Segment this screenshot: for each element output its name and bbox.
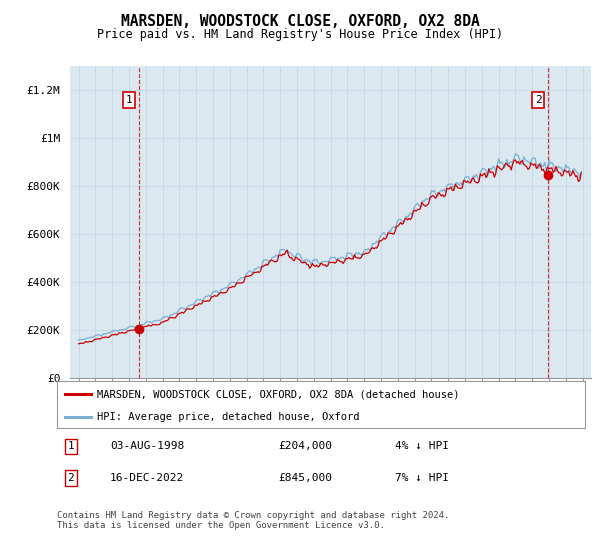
- Text: 7% ↓ HPI: 7% ↓ HPI: [395, 473, 449, 483]
- Text: Contains HM Land Registry data © Crown copyright and database right 2024.
This d: Contains HM Land Registry data © Crown c…: [57, 511, 449, 530]
- Text: 2: 2: [68, 473, 74, 483]
- Text: £845,000: £845,000: [279, 473, 333, 483]
- Text: £204,000: £204,000: [279, 441, 333, 451]
- Text: MARSDEN, WOODSTOCK CLOSE, OXFORD, OX2 8DA: MARSDEN, WOODSTOCK CLOSE, OXFORD, OX2 8D…: [121, 14, 479, 29]
- Text: 4% ↓ HPI: 4% ↓ HPI: [395, 441, 449, 451]
- Text: 16-DEC-2022: 16-DEC-2022: [110, 473, 184, 483]
- Text: 03-AUG-1998: 03-AUG-1998: [110, 441, 184, 451]
- Text: HPI: Average price, detached house, Oxford: HPI: Average price, detached house, Oxfo…: [97, 412, 359, 422]
- Text: 1: 1: [125, 95, 132, 105]
- Text: 1: 1: [68, 441, 74, 451]
- Text: 2: 2: [535, 95, 542, 105]
- Text: MARSDEN, WOODSTOCK CLOSE, OXFORD, OX2 8DA (detached house): MARSDEN, WOODSTOCK CLOSE, OXFORD, OX2 8D…: [97, 389, 459, 399]
- Text: Price paid vs. HM Land Registry's House Price Index (HPI): Price paid vs. HM Land Registry's House …: [97, 28, 503, 41]
